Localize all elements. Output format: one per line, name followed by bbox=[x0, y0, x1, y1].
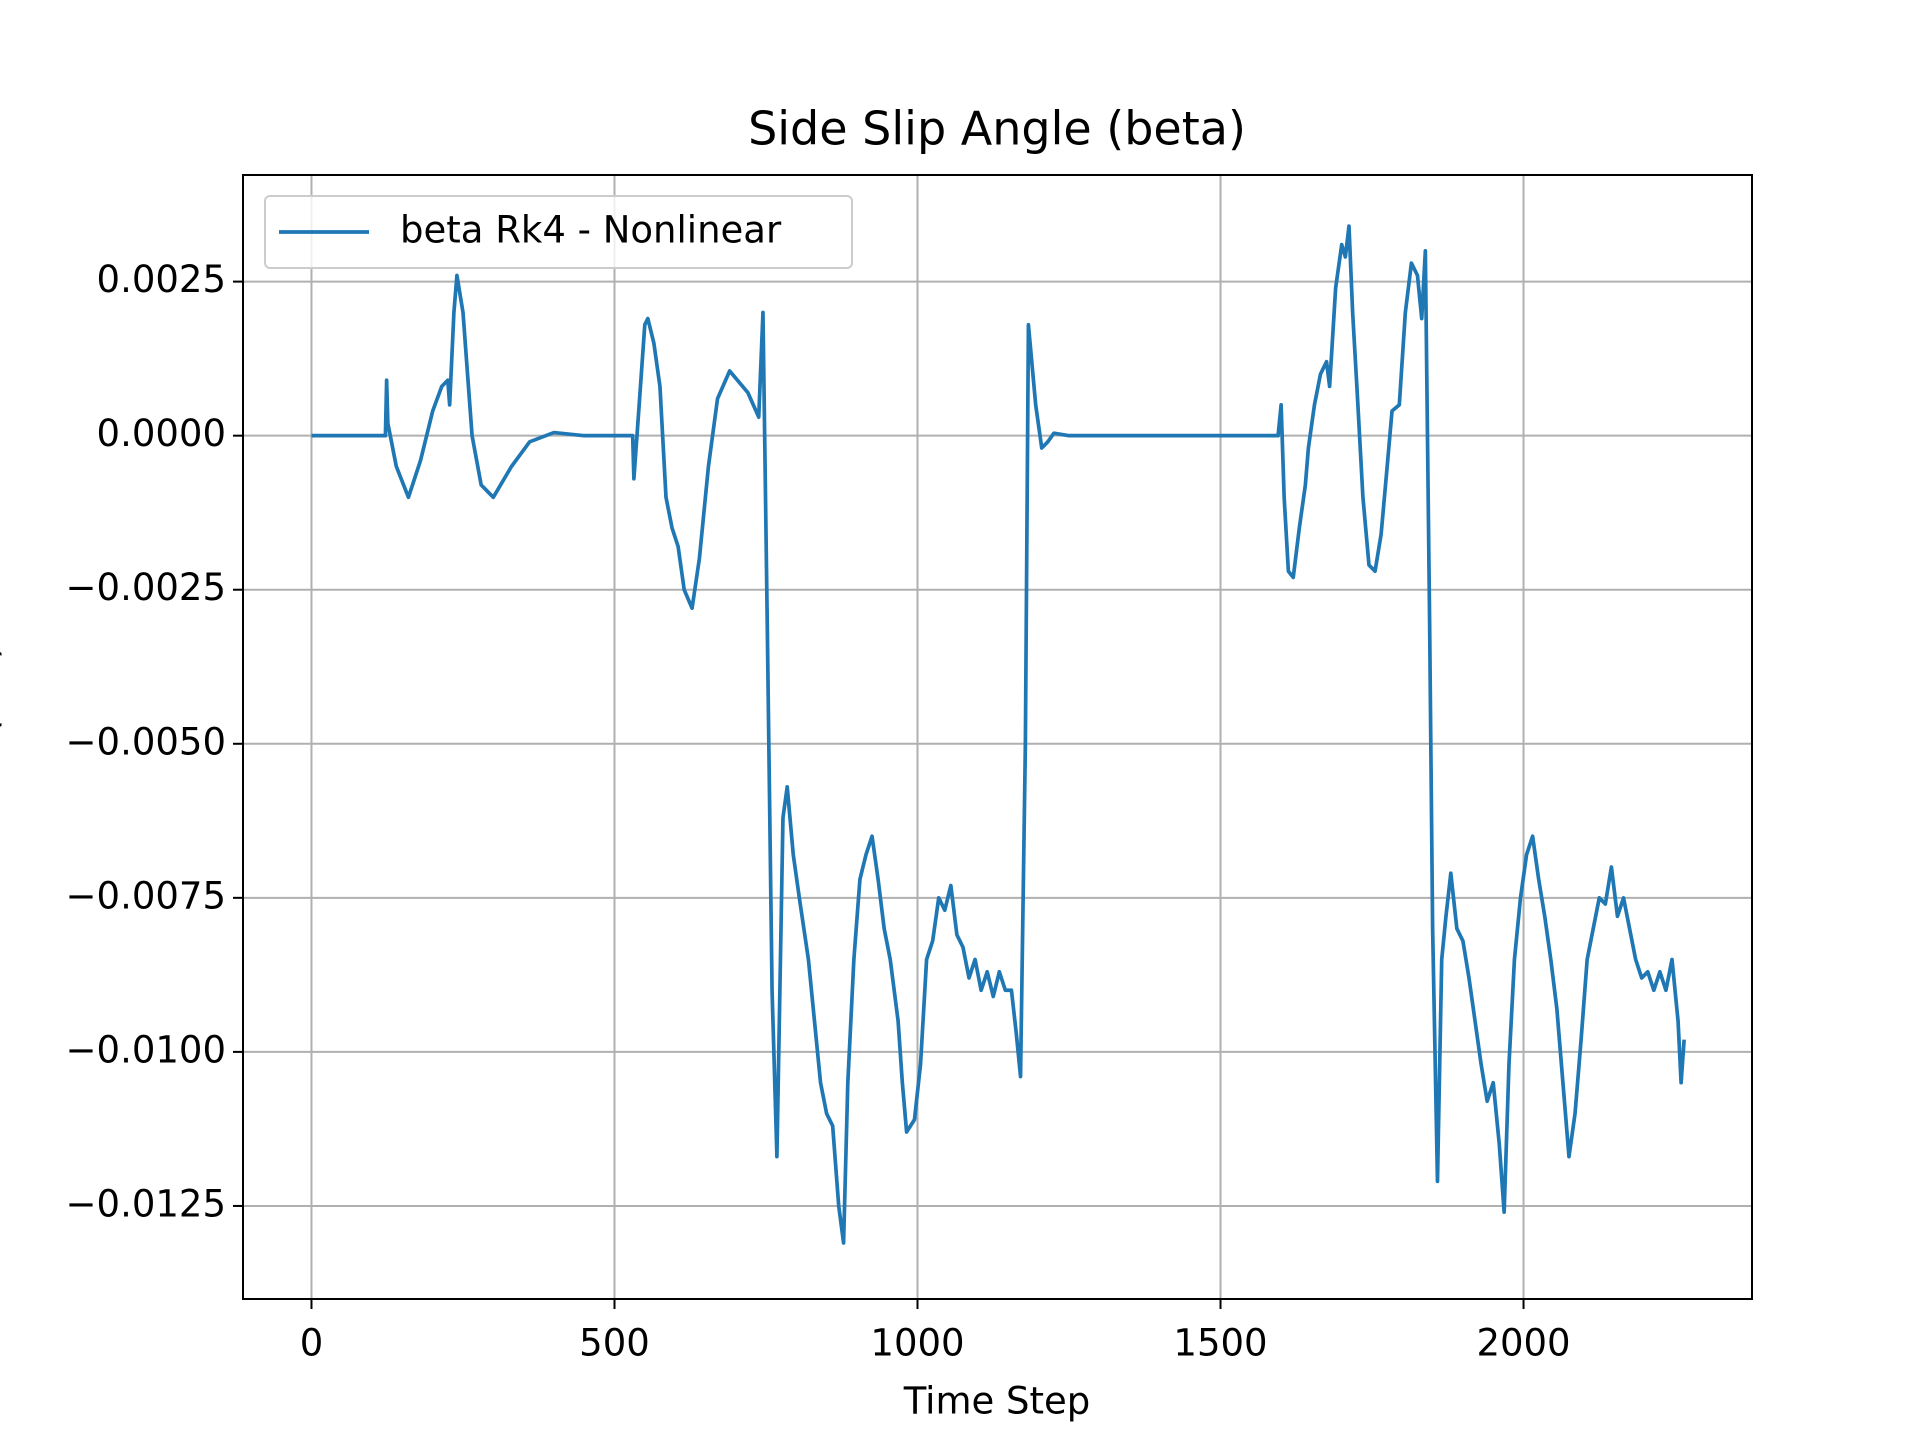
axes-frame bbox=[242, 174, 1753, 1300]
y-tick-label: −0.0050 bbox=[66, 720, 226, 763]
x-axis-label: Time Step bbox=[903, 1380, 1091, 1423]
x-tick-label: 1000 bbox=[870, 1322, 964, 1365]
x-tick-label: 2000 bbox=[1476, 1322, 1570, 1365]
x-tick-label: 0 bbox=[300, 1322, 324, 1365]
x-tick-label: 1500 bbox=[1173, 1322, 1267, 1365]
legend-box bbox=[264, 195, 853, 269]
legend-label: beta Rk4 - Nonlinear bbox=[400, 209, 782, 252]
y-tick-label: 0.0025 bbox=[97, 258, 226, 301]
y-tick-label: −0.0075 bbox=[66, 874, 226, 917]
y-axis-label: beta (rad) bbox=[0, 644, 6, 829]
x-tick-label: 500 bbox=[579, 1322, 650, 1365]
y-tick-label: −0.0100 bbox=[66, 1028, 226, 1071]
y-tick-label: −0.0125 bbox=[66, 1182, 226, 1225]
y-tick-label: −0.0025 bbox=[66, 566, 226, 609]
y-tick-label: 0.0000 bbox=[97, 412, 226, 455]
data-line bbox=[311, 224, 1686, 1245]
chart-title: Side Slip Angle (beta) bbox=[748, 102, 1246, 156]
